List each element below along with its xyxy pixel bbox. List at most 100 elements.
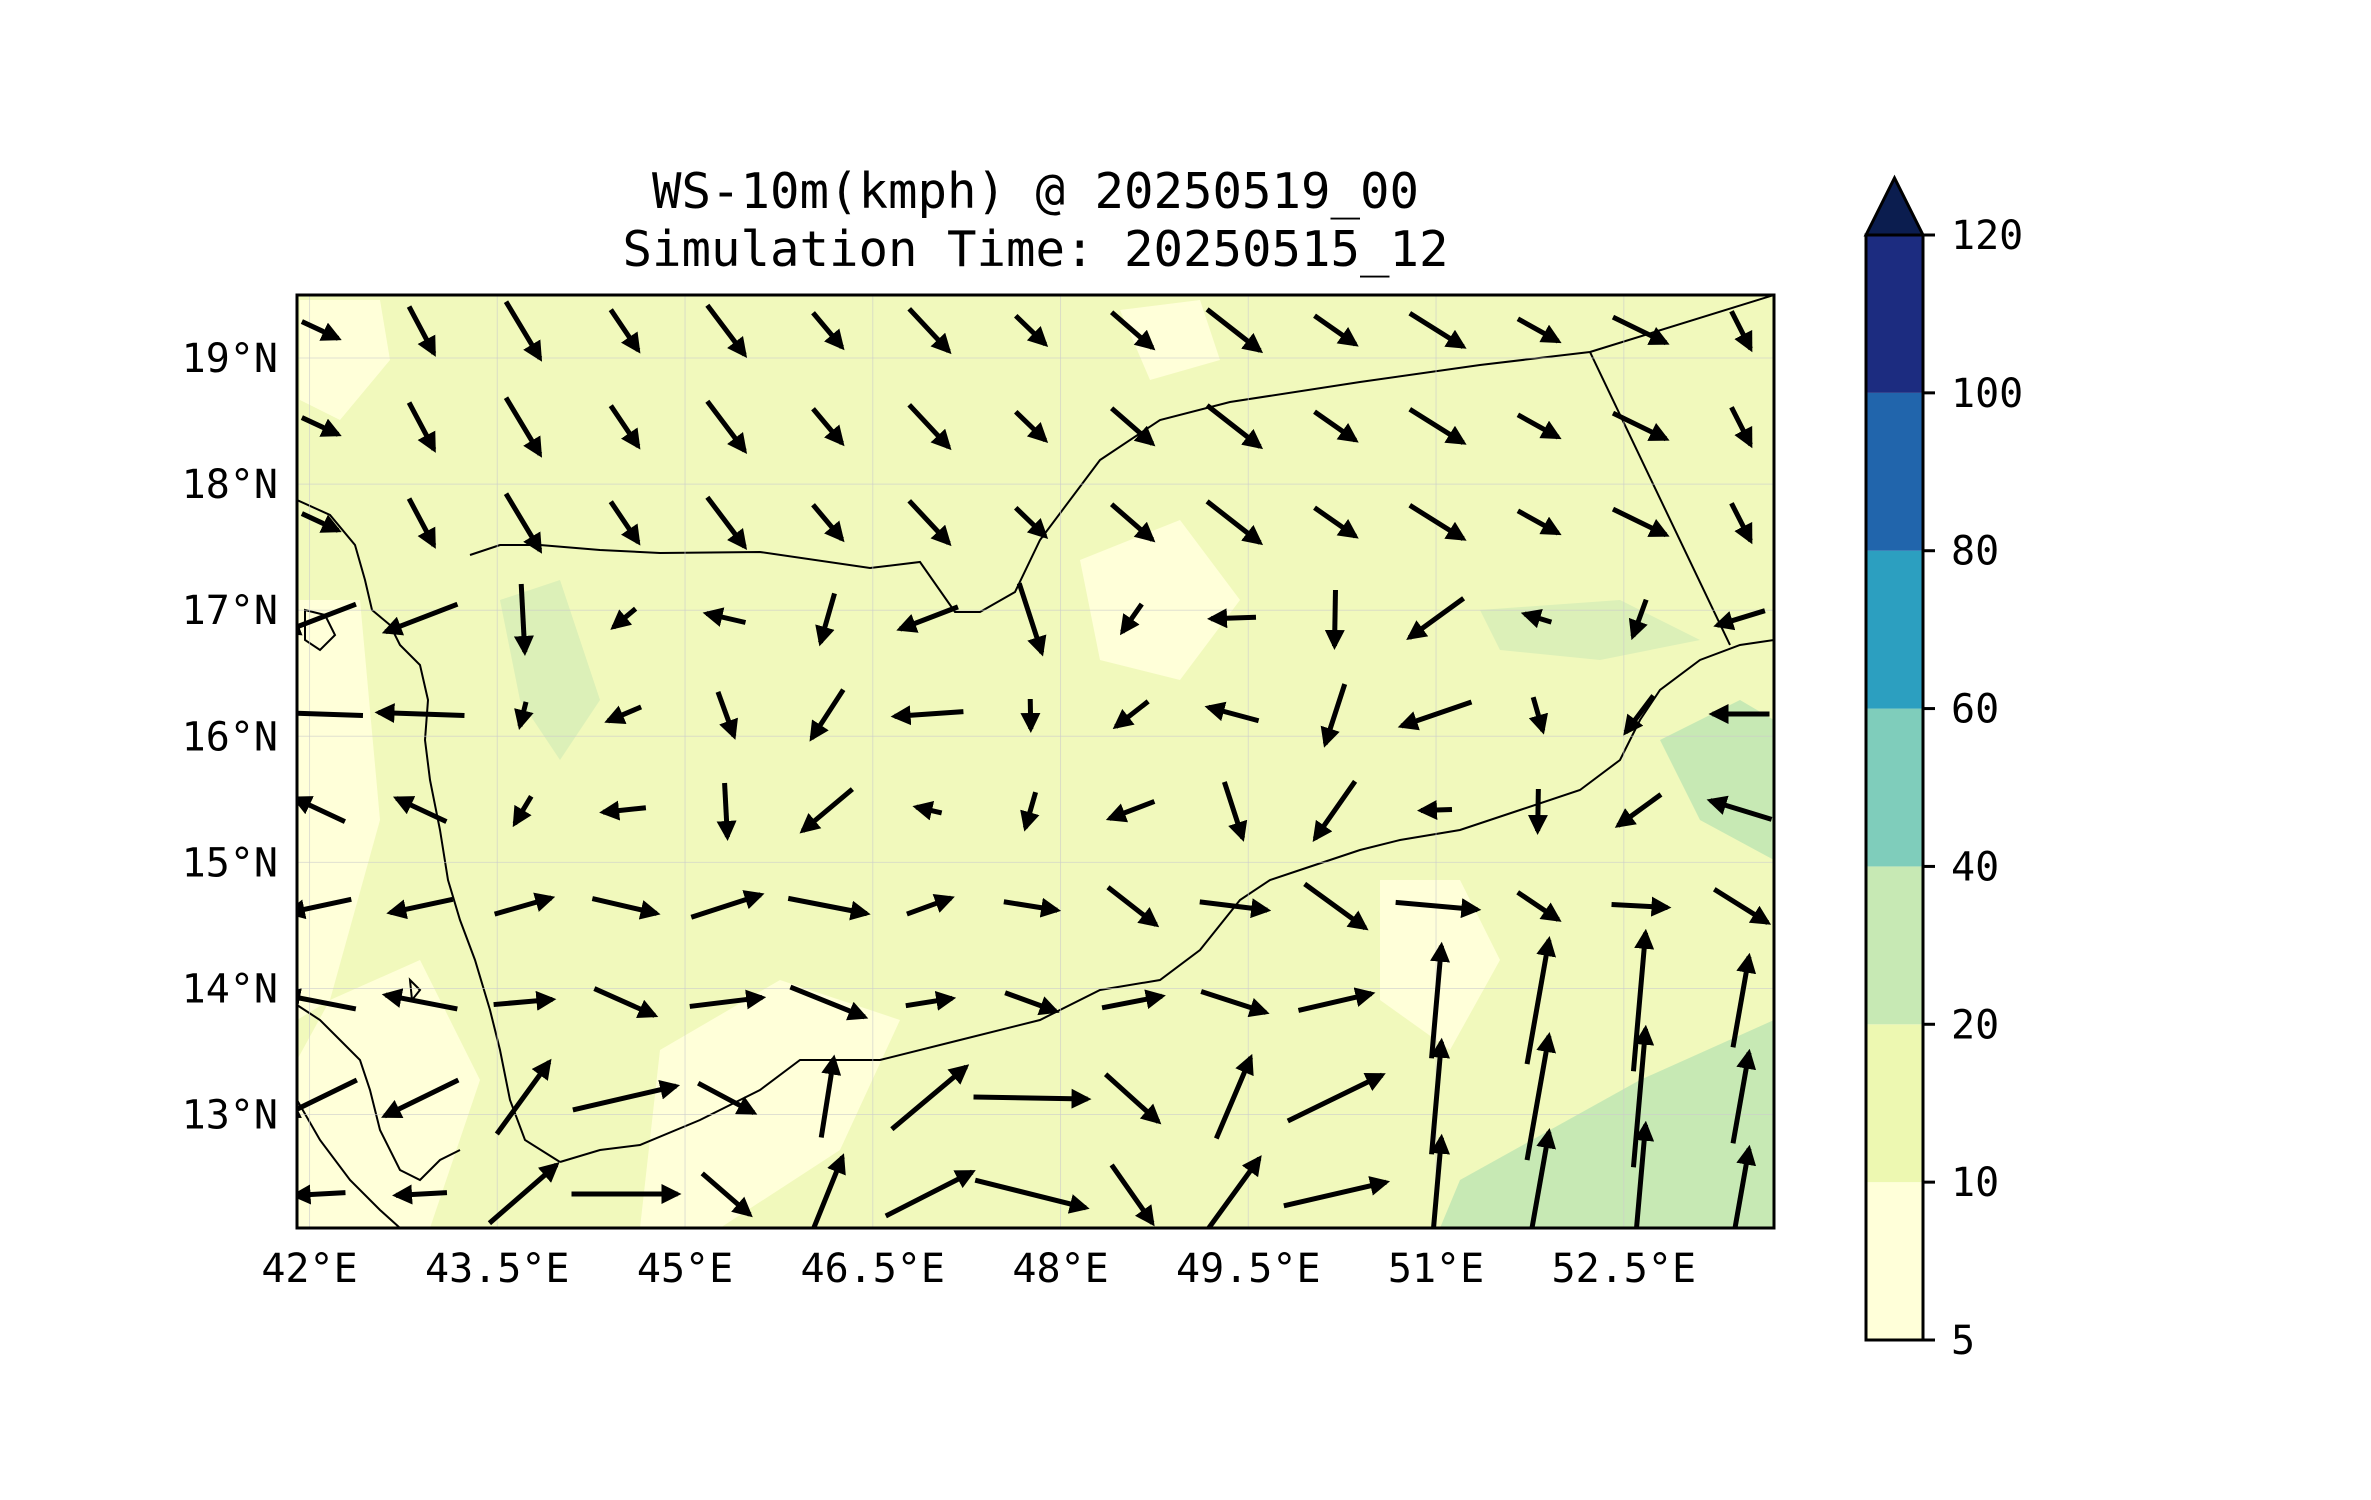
wind-vector [974,1177,1090,1214]
wind-vector [599,800,647,821]
wind-vector [1611,314,1670,346]
wind-vector [1014,409,1049,444]
wind-vector [973,1088,1092,1109]
wind-vector [1199,898,1272,919]
wind-vector [1214,1053,1254,1140]
wind-vector [715,691,738,740]
wind-vector [1101,989,1166,1011]
coastline-africa [297,1004,461,1182]
wind-vector [1303,881,1369,931]
wind-vector [1205,403,1264,450]
y-tick-label: 18°N [182,462,278,508]
y-tick-label: 15°N [182,840,278,886]
x-axis-ticks: 42°E 43.5°E 45°E 46.5°E 48°E 49.5°E 51°E 52.5°E [261,1246,1696,1292]
wind-vector [1016,582,1047,657]
wind-vector [297,710,364,718]
wind-vector [381,1077,460,1119]
wind-vector [1611,896,1672,917]
chart-title: WS-10m(kmph) @ 20250519_00 [651,163,1419,220]
wind-vector [705,495,748,550]
wind-vector [374,703,465,724]
wind-vector [1634,1120,1655,1228]
wind-vector [593,986,659,1019]
wind-vector [811,1153,846,1228]
wind-vector [572,1079,681,1113]
wind-vector [697,1081,758,1115]
wind-vector [512,794,534,828]
wind-vector [1109,1163,1155,1227]
wind-vector [1109,502,1156,543]
colorbar-segment [1866,866,1923,1025]
colorbar-segment [1866,550,1923,709]
wind-vector [890,1064,970,1132]
wind-vector [811,503,845,543]
wind-vector [1527,788,1548,835]
coastline-africa-south [297,1099,401,1228]
wind-vector [1528,696,1549,735]
wind-vector [1408,503,1467,541]
wind-vector [1014,505,1049,540]
wind-vector [905,990,957,1011]
wind-vector [787,895,871,921]
wind-vector [799,787,855,834]
wind-vector [513,583,534,656]
wind-vector [1313,505,1359,539]
wind-vector [1516,316,1562,344]
wind-vector [907,307,952,355]
colorbar-extend-arrow [1863,174,1926,237]
wind-vector [392,1184,448,1205]
wind-vector [690,890,765,920]
colorbar-label: 40 [1951,844,1999,890]
wind-vector [1730,952,1757,1048]
wind-vector [1732,1144,1757,1228]
wind-vector [297,601,357,636]
wind-vector [1630,928,1655,1072]
wind-vector [297,796,346,824]
wind-vector [1729,406,1753,449]
x-tick-label: 49.5°E [1176,1246,1321,1292]
map-frame [295,293,1776,1230]
wind-vector [392,796,448,824]
wind-vector [610,606,638,630]
wind-vector [1020,791,1040,832]
wind-vector [1204,701,1260,724]
colorbar: 5 10 20 40 60 80 100 120 [1863,174,2023,1364]
wind-vector [300,319,342,341]
wind-vector [1408,407,1467,445]
wind-vector [381,988,458,1012]
wind-vector [811,311,845,351]
border-saudi-oman [1589,295,1774,353]
wind-vector [1222,781,1248,842]
wind-vector [789,984,869,1021]
wind-vector [1395,898,1482,919]
border-saudi-yemen [469,351,1591,613]
wind-vector [705,399,748,454]
island-zubair [408,977,422,1003]
wind-vector [608,404,641,450]
wind-vector [591,896,661,920]
wind-vector [1730,1048,1757,1144]
wind-vector [1516,412,1562,440]
wind-vector [503,300,543,362]
colorbar-label: 5 [1951,1318,1975,1364]
wind-vector [1417,799,1453,820]
wind-vector [406,401,437,453]
wind-vector [1713,608,1766,631]
wind-vector [1200,989,1270,1018]
wind-vector [1324,589,1345,650]
wind-vector [300,511,342,533]
wind-vector [1529,1128,1557,1228]
wind-vector [406,305,437,357]
wind-vector [1712,887,1772,925]
colorbar-segment [1866,392,1923,551]
wind-vector [608,500,641,546]
wind-vector [1003,897,1062,918]
field-calm-patch [640,980,900,1228]
wind-vector [1014,313,1049,348]
field-calm-patch [297,600,380,1020]
wind-vector [503,492,543,554]
y-tick-label: 17°N [182,588,278,634]
wind-vector [503,396,543,458]
wind-vector [1312,779,1358,842]
